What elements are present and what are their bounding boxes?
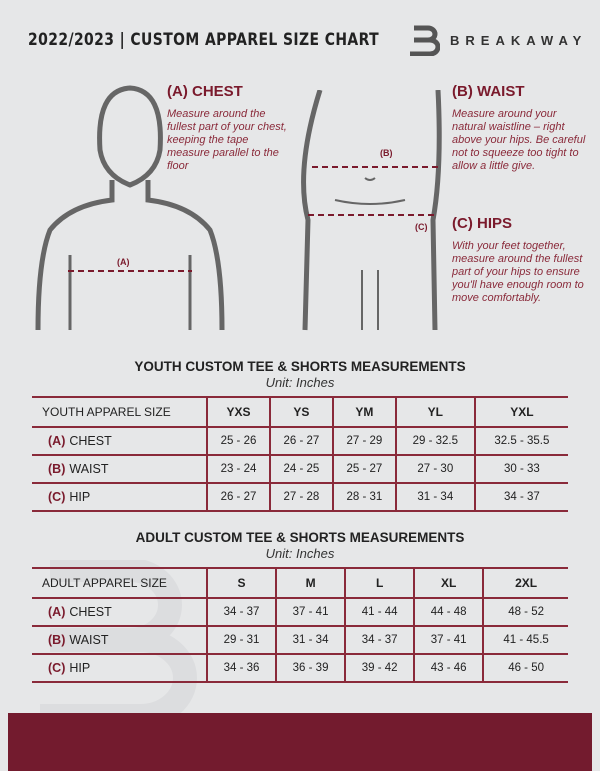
- row-name: CHEST: [69, 434, 112, 448]
- waist-heading: (B) WAIST: [452, 83, 525, 100]
- table-cell: 30 - 33: [473, 455, 568, 484]
- table-cell: 44 - 48: [413, 598, 484, 627]
- chest-marker: (A): [117, 257, 130, 267]
- table-cell: 31 - 34: [394, 483, 475, 512]
- table-cell: 26 - 27: [206, 483, 270, 512]
- row-name: HIP: [69, 661, 91, 675]
- table-header-row: ADULT APPAREL SIZE S M L XL 2XL: [32, 568, 568, 599]
- row-name: CHEST: [69, 605, 112, 619]
- table-row: (B) WAIST 29 - 31 31 - 34 34 - 37 37 - 41 41 …: [32, 626, 568, 655]
- table-cell: 27 - 28: [268, 483, 333, 512]
- row-label: (B) WAIST: [32, 455, 207, 484]
- table-cell: 41 - 45.5: [482, 626, 568, 655]
- table-cell: 37 - 41: [275, 598, 346, 627]
- row-tag: (B): [48, 462, 66, 476]
- table-cell: 29 - 31: [205, 626, 277, 655]
- adult-size-table: ADULT APPAREL SIZE S M L XL 2XL (A) CHEST 34 …: [32, 567, 568, 683]
- table-cell: 43 - 46: [413, 654, 484, 683]
- adult-title: ADULT CUSTOM TEE & SHORTS MEASUREMENTS: [135, 530, 465, 545]
- table-cell: 29 - 32.5: [394, 427, 475, 456]
- waist-description: Measure around your natural waistline – …: [452, 108, 586, 172]
- table-row: (B) WAIST 23 - 24 24 - 25 25 - 27 27 - 30 30 …: [32, 455, 568, 484]
- size-header: YS: [268, 397, 333, 428]
- row-tag: (B): [48, 633, 66, 647]
- table-row: (A) CHEST 25 - 26 26 - 27 27 - 29 29 - 32.5 3…: [32, 427, 568, 456]
- table-cell: 23 - 24: [206, 455, 270, 484]
- table-cell: 27 - 30: [394, 455, 475, 484]
- table-header-row: YOUTH APPAREL SIZE YXS YS YM YL YXL: [32, 397, 568, 428]
- size-header: M: [275, 568, 346, 599]
- youth-title: YOUTH CUSTOM TEE & SHORTS MEASUREMENTS: [134, 359, 466, 374]
- table-cell: 26 - 27: [268, 427, 333, 456]
- table-cell: 25 - 26: [206, 427, 270, 456]
- size-header: YM: [331, 397, 396, 428]
- row-label: (A) CHEST: [32, 598, 207, 627]
- table-cell: 25 - 27: [331, 455, 396, 484]
- size-header: YXL: [473, 397, 568, 428]
- row-name: HIP: [69, 490, 91, 504]
- row-name: WAIST: [69, 633, 109, 647]
- table-cell: 27 - 29: [331, 427, 396, 456]
- waist-marker: (B): [380, 148, 393, 158]
- breakaway-logo-icon: [410, 25, 440, 56]
- adult-unit: Unit: Inches: [265, 546, 335, 561]
- table-cell: 28 - 31: [331, 483, 396, 512]
- table-cell: 41 - 44: [344, 598, 415, 627]
- table-cell: 37 - 41: [413, 626, 484, 655]
- brand-name: BREAKAWAY: [450, 33, 588, 48]
- table-cell: 39 - 42: [344, 654, 415, 683]
- page-title: 2022/2023 | CUSTOM APPAREL SIZE CHART: [28, 30, 380, 50]
- size-header: 2XL: [482, 568, 568, 599]
- table-cell: 34 - 36: [205, 654, 277, 683]
- size-label: YOUTH APPAREL SIZE: [32, 397, 207, 428]
- table-cell: 48 - 52: [482, 598, 568, 627]
- hips-description: With your feet together, measure around …: [452, 240, 584, 304]
- table-row: (C) HIP 26 - 27 27 - 28 28 - 31 31 - 34 34 - …: [32, 483, 568, 512]
- footer-bar: [8, 713, 592, 771]
- table-cell: 36 - 39: [275, 654, 346, 683]
- size-label: ADULT APPAREL SIZE: [32, 568, 207, 599]
- size-header: YXS: [206, 397, 270, 428]
- row-name: WAIST: [69, 462, 109, 476]
- table-cell: 24 - 25: [268, 455, 333, 484]
- size-header: L: [344, 568, 415, 599]
- table-cell: 31 - 34: [275, 626, 346, 655]
- size-header: YL: [394, 397, 475, 428]
- hips-marker: (C): [415, 222, 428, 232]
- youth-size-table: YOUTH APPAREL SIZE YXS YS YM YL YXL (A) CHEST…: [32, 396, 568, 512]
- row-tag: (C): [48, 661, 66, 675]
- youth-unit: Unit: Inches: [265, 375, 335, 390]
- row-tag: (C): [48, 490, 66, 504]
- hips-heading: (C) HIPS: [452, 215, 512, 232]
- row-label: (C) HIP: [32, 483, 207, 512]
- row-label: (B) WAIST: [32, 626, 207, 655]
- table-cell: 32.5 - 35.5: [473, 427, 568, 456]
- row-tag: (A): [48, 605, 66, 619]
- table-cell: 34 - 37: [205, 598, 277, 627]
- upper-body-illustration: [35, 85, 225, 331]
- chest-heading: (A) CHEST: [167, 83, 243, 100]
- table-cell: 34 - 37: [344, 626, 415, 655]
- row-tag: (A): [48, 434, 66, 448]
- table-row: (C) HIP 34 - 36 36 - 39 39 - 42 43 - 46 46 - …: [32, 654, 568, 683]
- row-label: (A) CHEST: [32, 427, 207, 456]
- lower-body-illustration: [301, 90, 442, 331]
- chest-description: Measure around the fullest part of your …: [167, 108, 287, 172]
- table-cell: 34 - 37: [473, 483, 568, 512]
- table-row: (A) CHEST 34 - 37 37 - 41 41 - 44 44 - 48 48 …: [32, 598, 568, 627]
- size-header: XL: [413, 568, 484, 599]
- table-cell: 46 - 50: [482, 654, 568, 683]
- row-label: (C) HIP: [32, 654, 207, 683]
- size-header: S: [205, 568, 277, 599]
